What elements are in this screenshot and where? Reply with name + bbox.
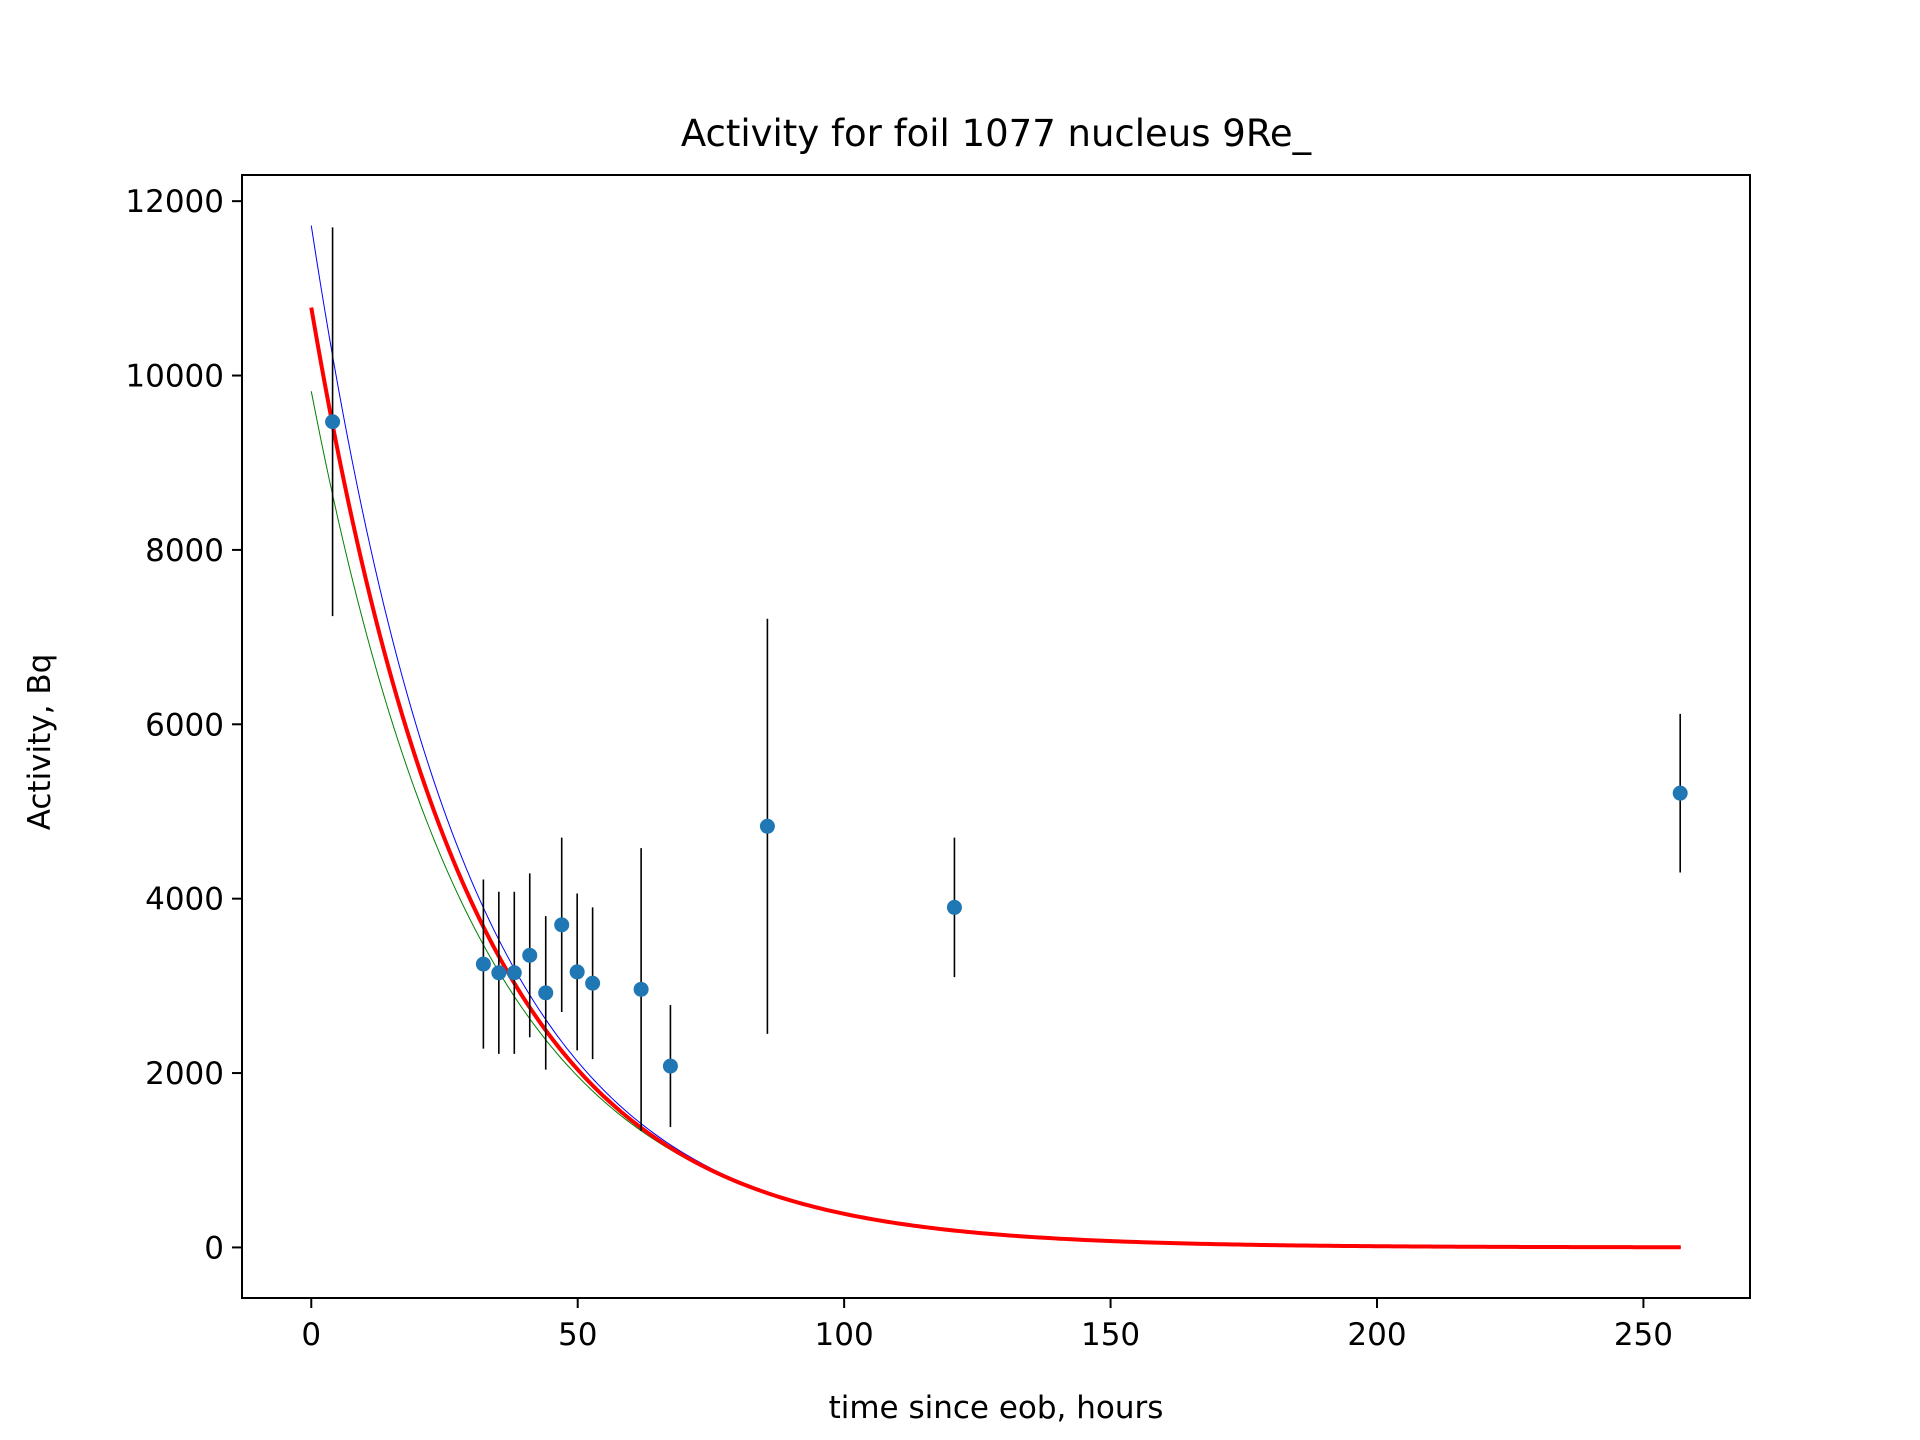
y-tick-label: 10000: [125, 359, 224, 395]
axes-frame: [241, 174, 1751, 1299]
data-point-0: [325, 414, 341, 430]
data-point-4: [522, 947, 538, 963]
y-tick-label: 6000: [145, 707, 224, 743]
data-point-3: [506, 965, 522, 981]
data-point-7: [569, 964, 585, 980]
y-tick-label: 8000: [145, 533, 224, 569]
y-tick-label: 4000: [145, 882, 224, 918]
chart-title: Activity for foil 1077 nucleus 9Re_: [681, 112, 1312, 155]
data-point-5: [538, 985, 554, 1001]
x-tick-label: 50: [558, 1317, 597, 1353]
x-tick-label: 0: [301, 1317, 321, 1353]
x-axis-label: time since eob, hours: [829, 1390, 1164, 1426]
fit-curve-fit: [309, 307, 1681, 1250]
x-tick-label: 250: [1614, 1317, 1673, 1353]
data-point-13: [1672, 785, 1688, 801]
data-point-2: [491, 965, 507, 981]
x-tick-label: 150: [1081, 1317, 1140, 1353]
data-point-1: [475, 956, 491, 972]
data-point-12: [946, 899, 962, 915]
data-point-9: [633, 981, 649, 997]
data-point-8: [585, 975, 601, 991]
x-tick-label: 200: [1347, 1317, 1406, 1353]
y-axis-label: Activity, Bq: [22, 654, 58, 831]
data-point-11: [759, 818, 775, 834]
y-tick-label: 0: [204, 1230, 224, 1266]
data-point-6: [554, 917, 570, 933]
plot-area: 0 50 100 150 200 250 0 2000 4000 6000 8000 10000 120…: [125, 174, 1751, 1353]
x-tick-label: 100: [815, 1317, 874, 1353]
y-tick-label: 12000: [125, 184, 224, 220]
data-point-10: [662, 1058, 678, 1074]
y-tick-label: 2000: [145, 1056, 224, 1092]
